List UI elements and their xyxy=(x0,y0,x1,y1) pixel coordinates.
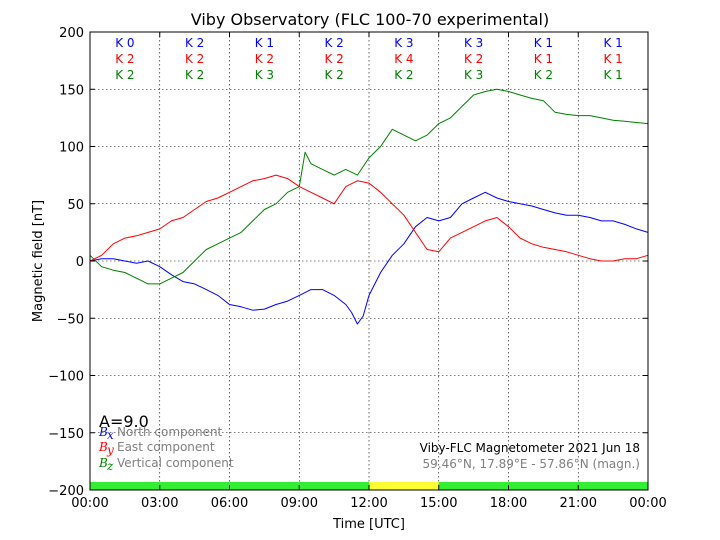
x-tick-label: 03:00 xyxy=(141,496,178,511)
k-index-x: K 1 xyxy=(603,36,622,50)
a-index: A=9.0 xyxy=(99,412,149,431)
legend-symbol-y: B xyxy=(98,440,108,454)
x-tick-label: 09:00 xyxy=(281,496,318,511)
info-line-2: 59.46°N, 17.89°E - 57.86°N (magn.) xyxy=(423,457,640,471)
x-tick-label: 06:00 xyxy=(211,496,248,511)
series-group xyxy=(89,88,649,325)
k-index-y: K 2 xyxy=(255,52,274,66)
status-segment xyxy=(369,481,439,490)
k-index-y: K 2 xyxy=(185,52,204,66)
k-index-x: K 2 xyxy=(185,36,204,50)
k-index-x: K 3 xyxy=(464,36,483,50)
y-tick-label: 200 xyxy=(59,26,84,41)
k-index-y: K 1 xyxy=(603,52,622,66)
k-index-x: K 1 xyxy=(534,36,553,50)
k-index-z: K 1 xyxy=(603,68,622,82)
legend-label-x: North component xyxy=(117,425,223,439)
series-line-z xyxy=(89,88,649,285)
series-line-x xyxy=(89,191,649,325)
y-axis-label: Magnetic field [nT] xyxy=(31,200,46,322)
y-tick-label: −50 xyxy=(57,312,84,327)
k-index-y: K 2 xyxy=(115,52,134,66)
legend-subscript-x: x xyxy=(107,428,114,442)
y-tick-label: 150 xyxy=(59,83,84,98)
x-tick-label: 00:00 xyxy=(629,496,666,511)
axis-ticks: 00:00 03:00 06:00 09:00 12:00 15:00 18:00 21:00… xyxy=(48,26,666,511)
legend-subscript-y: y xyxy=(106,443,114,457)
k-index-z: K 2 xyxy=(185,68,204,82)
x-tick-label: 15:00 xyxy=(420,496,457,511)
y-tick-label: −150 xyxy=(48,427,84,442)
legend-label-z: Vertical component xyxy=(117,456,234,470)
series-line-y xyxy=(89,174,649,262)
k-index-z: K 2 xyxy=(394,68,413,82)
k-index-x: K 2 xyxy=(324,36,343,50)
y-tick-label: 50 xyxy=(67,198,84,213)
x-tick-label: 21:00 xyxy=(560,496,597,511)
chart-title: Viby Observatory (FLC 100-70 experimenta… xyxy=(191,10,550,29)
k-index-z: K 2 xyxy=(534,68,553,82)
y-tick-label: −100 xyxy=(48,370,84,385)
y-tick-label: 0 xyxy=(76,255,84,270)
legend-symbol-x: B xyxy=(98,425,108,439)
k-index-x: K 1 xyxy=(255,36,274,50)
x-tick-label: 12:00 xyxy=(350,496,387,511)
k-index-z: K 2 xyxy=(324,68,343,82)
k-index-table: K 0 K 2 K 1 K 2 K 3 K 3 K 1 K 1 K 2 K 2 K 2 K 2 K 4 K… xyxy=(115,36,623,82)
y-tick-label: 100 xyxy=(59,141,84,156)
k-index-z: K 2 xyxy=(115,68,134,82)
k-index-x: K 0 xyxy=(115,36,134,50)
info-line-1: Viby-FLC Magnetometer 2021 Jun 18 xyxy=(420,441,640,455)
k-index-x: K 3 xyxy=(394,36,413,50)
k-index-y: K 2 xyxy=(324,52,343,66)
k-index-y: K 1 xyxy=(534,52,553,66)
k-index-y: K 4 xyxy=(394,52,413,66)
grid xyxy=(90,32,648,490)
x-tick-label: 18:00 xyxy=(490,496,527,511)
k-index-z: K 3 xyxy=(255,68,274,82)
x-tick-label: 00:00 xyxy=(71,496,108,511)
legend-subscript-z: z xyxy=(106,459,114,473)
y-tick-label: −200 xyxy=(48,484,84,499)
x-axis-label: Time [UTC] xyxy=(332,517,405,532)
legend-label-y: East component xyxy=(117,440,215,454)
status-segment xyxy=(438,481,648,490)
k-index-z: K 3 xyxy=(464,68,483,82)
k-index-y: K 2 xyxy=(464,52,483,66)
legend-symbol-z: B xyxy=(98,456,108,470)
